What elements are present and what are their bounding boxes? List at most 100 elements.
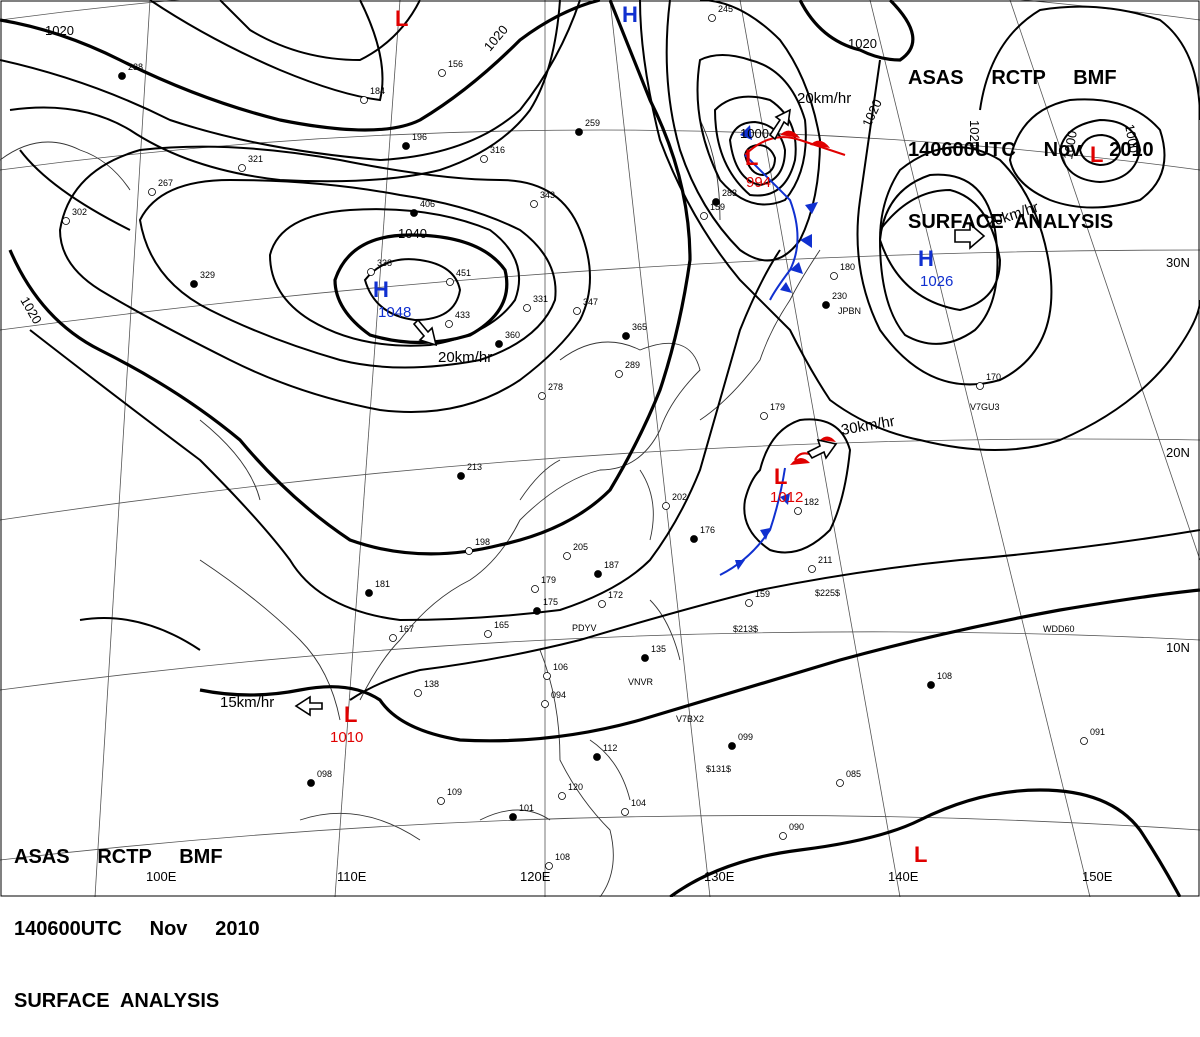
high-center-pressure: 1026 — [920, 273, 953, 290]
station-circle — [822, 301, 830, 309]
station-circle — [558, 792, 566, 800]
station-circle — [760, 412, 768, 420]
station-pressure-value: 176 — [700, 525, 715, 535]
isobar-label: 1020 — [967, 120, 982, 149]
station-circle — [437, 797, 445, 805]
station-id: JPBN — [838, 306, 861, 316]
latitude-label: 20N — [1166, 445, 1190, 460]
title-line-3: SURFACE ANALYSIS — [14, 990, 220, 1012]
station-pressure-value: 198 — [475, 537, 490, 547]
station-pressure-value: 179 — [770, 402, 785, 412]
station-circle — [976, 382, 984, 390]
station-identifiers: JPBN V7GU3 PDYV VNVR V7BX2 WDD60 $225$ $… — [572, 306, 1075, 774]
station-circle — [538, 392, 546, 400]
station-circle — [530, 200, 538, 208]
longitude-label: 120E — [520, 869, 551, 884]
station-circle — [495, 340, 503, 348]
station-id: $213$ — [733, 624, 758, 634]
station-circle — [615, 370, 623, 378]
station-circle — [690, 535, 698, 543]
motion-arrows — [294, 108, 986, 717]
low-center-pressure: 1012 — [770, 489, 803, 506]
station-circle — [708, 14, 716, 22]
station-pressure-value: 245 — [718, 4, 733, 14]
motion-speed-label: 20km/hr — [797, 90, 851, 107]
station-pressure-value: 331 — [533, 294, 548, 304]
station-circle — [543, 672, 551, 680]
isobar-label: 1020 — [17, 294, 44, 327]
title-line-3: SURFACE ANALYSIS — [908, 211, 1114, 233]
station-circle — [457, 472, 465, 480]
station-id: VNVR — [628, 677, 654, 687]
station-plots: 259 316 343 406 451 433 360 331 347 365 289 278 213 2… — [62, 4, 1105, 870]
station-circle — [414, 689, 422, 697]
isobar-label: 1020 — [859, 97, 885, 130]
station-pressure-value: 099 — [738, 732, 753, 742]
station-pressure-value: 104 — [631, 798, 646, 808]
station-pressure-value: 120 — [568, 782, 583, 792]
station-circle — [794, 507, 802, 515]
station-circle — [728, 742, 736, 750]
station-circle — [594, 570, 602, 578]
longitude-label: 130E — [704, 869, 735, 884]
station-pressure-value: 109 — [447, 787, 462, 797]
title-line-2: 140600UTC Nov 2010 — [14, 918, 260, 940]
station-circle — [641, 654, 649, 662]
station-pressure-value: 098 — [317, 769, 332, 779]
surface-analysis-map: 1020 1020 1040 1020 1020 1020 1000 1020 … — [0, 0, 1200, 897]
station-pressure-value: 090 — [789, 822, 804, 832]
low-center-marker: L — [745, 145, 758, 170]
station-pressure-value: 167 — [399, 624, 414, 634]
station-circle — [830, 272, 838, 280]
station-pressure-value: 202 — [672, 492, 687, 502]
station-pressure-value: 165 — [494, 620, 509, 630]
low-center-marker: L — [1090, 142, 1103, 167]
isobar-label: 1040 — [398, 226, 427, 241]
station-pressure-value: 179 — [541, 575, 556, 585]
station-circle — [593, 753, 601, 761]
station-pressure-value: 302 — [72, 207, 87, 217]
isobar-labels: 1020 1020 1040 1020 1020 1020 1000 1020 … — [17, 22, 1141, 326]
station-pressure-value: 094 — [551, 690, 566, 700]
station-circle — [621, 808, 629, 816]
station-circle — [445, 320, 453, 328]
station-pressure-value: 360 — [505, 330, 520, 340]
isobar-label: 1020 — [45, 23, 74, 38]
motion-speed-label: 20km/hr — [438, 349, 492, 366]
station-circle — [563, 552, 571, 560]
pressure-centers: H 1048 H 1026 H L 994 L 1012 L 1010 L L … — [330, 2, 1103, 867]
high-center-marker: H — [622, 2, 638, 27]
station-circle — [745, 599, 753, 607]
station-circle — [307, 779, 315, 787]
station-circle — [712, 198, 720, 206]
isobar-label: 1020 — [481, 22, 511, 54]
station-pressure-value: 135 — [651, 644, 666, 654]
station-id: $131$ — [706, 764, 731, 774]
station-pressure-value: 205 — [573, 542, 588, 552]
graticule-labels: 100E 110E 120E 130E 140E 150E 30N 20N 10… — [146, 255, 1190, 884]
coastlines — [0, 119, 821, 897]
station-circle — [541, 700, 549, 708]
station-pressure-value: 451 — [456, 268, 471, 278]
station-pressure-value: 108 — [937, 671, 952, 681]
station-circle — [509, 813, 517, 821]
station-pressure-value: 175 — [543, 597, 558, 607]
high-center-pressure: 1048 — [378, 304, 411, 321]
station-pressure-value: 112 — [603, 743, 617, 753]
low-center-pressure: 1010 — [330, 729, 363, 746]
station-pressure-value: 321 — [248, 154, 263, 164]
title-bottom-left: ASAS RCTP BMF 140600UTC Nov 2010 SURFACE… — [14, 797, 260, 1037]
station-id: PDYV — [572, 623, 597, 633]
station-pressure-value: 170 — [986, 372, 1001, 382]
station-pressure-value: 108 — [555, 852, 570, 862]
station-pressure-value: 365 — [632, 322, 647, 332]
isobar-label: 1000 — [1122, 123, 1142, 154]
station-pressure-value: 159 — [710, 202, 725, 212]
station-circle — [531, 585, 539, 593]
station-pressure-value: 343 — [540, 190, 555, 200]
station-pressure-value: 329 — [200, 270, 215, 280]
station-pressure-value: 259 — [585, 118, 600, 128]
station-circle — [446, 278, 454, 286]
isobar-label: 1000 — [740, 126, 769, 141]
station-circle — [927, 681, 935, 689]
